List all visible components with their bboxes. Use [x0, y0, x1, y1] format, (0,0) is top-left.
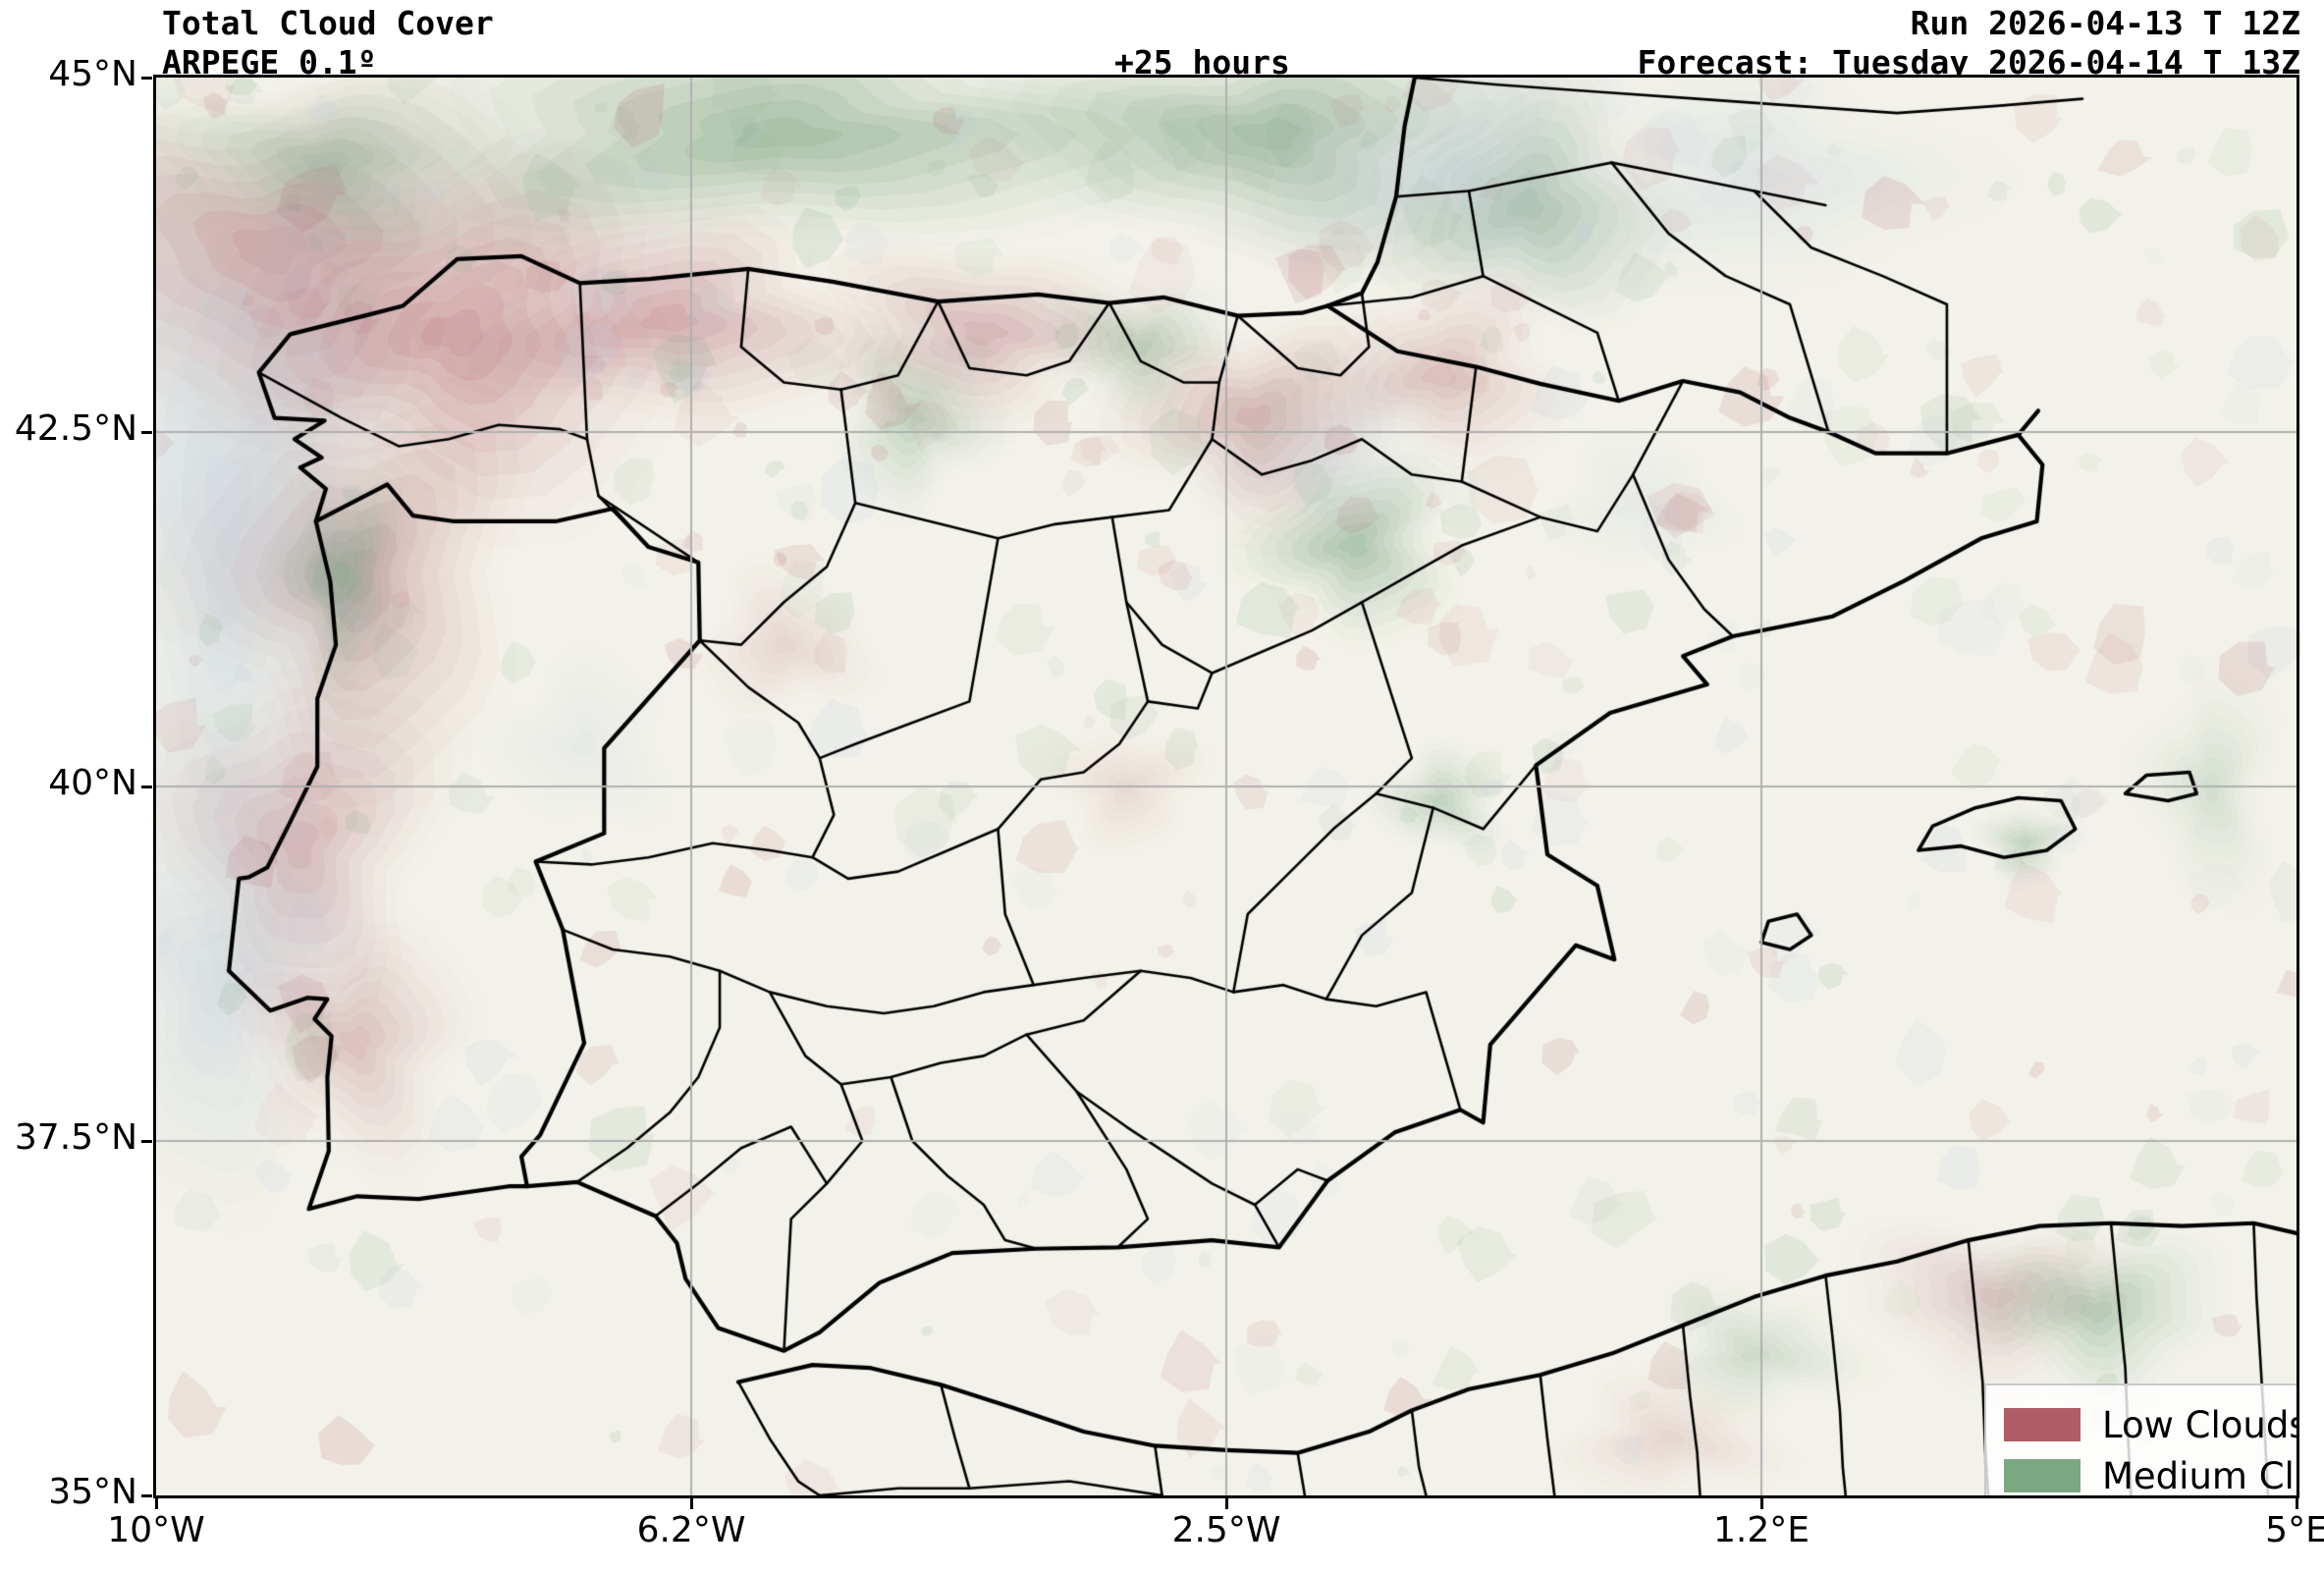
legend-label-medium-clouds: Medium Clouds [2102, 1454, 2297, 1497]
legend-swatch-low-clouds [2004, 1408, 2081, 1441]
run-timestamp: Run 2026-04-13 T 12Z [1910, 4, 2300, 42]
x-tick-mark [1225, 1498, 1228, 1509]
x-tick-mark [1760, 1498, 1763, 1509]
y-tick-mark [141, 1140, 152, 1143]
y-tick-mark [141, 431, 152, 434]
y-tick-label: 40°N [48, 763, 137, 803]
y-tick-mark [141, 77, 152, 80]
x-tick-label: 10°W [107, 1510, 205, 1550]
legend-swatch-medium-clouds [2004, 1459, 2081, 1492]
legend: Low Clouds Medium Clouds High Clouds [1984, 1383, 2299, 1497]
y-tick-mark [141, 786, 152, 788]
chart-header: Total Cloud Cover ARPEGE 0.1º +25 hours … [0, 0, 2324, 81]
page-title: Total Cloud Cover [162, 4, 494, 42]
x-tick-label: 5°E [2265, 1510, 2324, 1550]
y-tick-label: 35°N [48, 1472, 137, 1512]
x-tick-label: 1.2°E [1713, 1510, 1810, 1550]
legend-label-low-clouds: Low Clouds [2102, 1403, 2299, 1446]
map-plot-area: Low Clouds Medium Clouds High Clouds [153, 75, 2299, 1498]
y-tick-label: 45°N [48, 54, 137, 94]
y-tick-label: 42.5°N [14, 408, 137, 449]
cloud-cover-map [156, 78, 2297, 1495]
x-tick-mark [2296, 1498, 2298, 1509]
x-tick-mark [690, 1498, 693, 1509]
y-tick-label: 37.5°N [14, 1117, 137, 1158]
x-tick-label: 2.5°W [1171, 1510, 1281, 1550]
y-tick-mark [141, 1494, 152, 1497]
x-tick-mark [155, 1498, 158, 1509]
legend-item-low-clouds: Low Clouds [2004, 1399, 2299, 1450]
legend-item-medium-clouds: Medium Clouds [2004, 1450, 2297, 1497]
x-tick-label: 6.2°W [636, 1510, 746, 1550]
